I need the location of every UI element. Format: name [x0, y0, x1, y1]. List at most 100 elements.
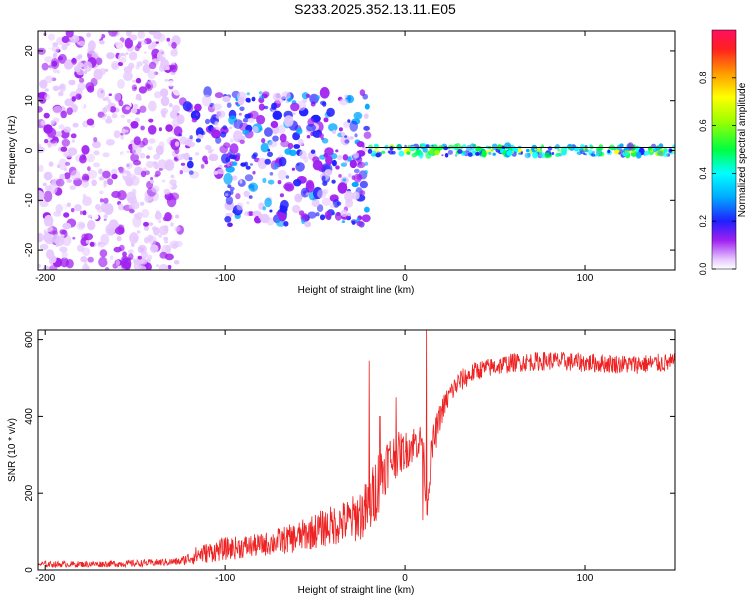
colorbar-tick-label: 0.6 — [698, 119, 708, 132]
spectrogram-cell — [120, 114, 126, 119]
spectrogram-cell — [151, 185, 160, 193]
spectrogram-cell — [108, 31, 118, 37]
spectrogram-cell — [76, 221, 86, 231]
spectrogram-cell — [60, 146, 68, 152]
spectrogram-cell — [272, 110, 283, 121]
spectrogram-cell — [205, 118, 210, 125]
spectrogram-cell — [212, 103, 222, 111]
spectrogram-cell — [214, 92, 224, 99]
spectrogram-cell — [224, 216, 232, 223]
spectrogram-cell — [169, 179, 177, 186]
spectrogram-cell — [38, 234, 43, 243]
spectrogram-cell — [79, 155, 87, 164]
spectrogram-cell — [38, 106, 43, 113]
spectrogram-cell — [131, 188, 137, 195]
spectrogram-cell — [61, 251, 68, 259]
spectrogram-cell — [194, 103, 202, 112]
spectrogram-cell — [246, 201, 250, 205]
snr-xlabel: Height of straight line (km) — [298, 585, 415, 596]
spectrogram-cell — [342, 178, 347, 182]
spectrogram-cell — [103, 214, 108, 219]
spectrogram-cell — [242, 117, 249, 123]
spectrogram-cell — [83, 61, 93, 72]
spectrogram-cell — [244, 174, 254, 182]
spectrogram-cell — [87, 40, 96, 51]
spectrogram-cell — [607, 149, 611, 154]
colorbar-tick-label: 0.8 — [698, 72, 708, 85]
spectrogram-cell — [63, 151, 67, 157]
spectrogram-cell — [244, 113, 252, 119]
spectrogram-cell — [147, 125, 157, 135]
spectrogram-cell — [186, 160, 194, 169]
spectrogram-cell — [92, 140, 101, 149]
spectrogram-cell — [269, 172, 274, 176]
spectrogram-cell — [525, 148, 530, 153]
spectrogram-cell — [95, 57, 103, 65]
spectrogram-cell — [172, 84, 182, 96]
spectrogram-cell — [364, 170, 368, 175]
spectrogram-cell — [115, 40, 124, 50]
spectrogram-cell — [148, 100, 157, 112]
spectrogram-cell — [364, 161, 369, 166]
spectrogram-cell — [48, 33, 55, 41]
spectrogram-cell — [203, 86, 212, 98]
spectrogram-cell — [160, 58, 170, 71]
spectrogram-cell — [161, 202, 167, 209]
spectrogram-cell — [547, 146, 553, 151]
spectrogram-cell — [125, 106, 131, 110]
spectrogram-cell — [363, 131, 372, 139]
spectrogram-cell — [592, 151, 595, 154]
spectrogram-cell — [120, 151, 130, 163]
spectrogram-cell — [43, 214, 54, 227]
spectrogram-cell — [50, 58, 60, 70]
spectrogram-cell — [123, 71, 133, 82]
spectrogram-cell — [78, 40, 86, 46]
spectrogram-cell — [86, 32, 91, 38]
spectrogram-cell — [135, 65, 140, 70]
spectrogram-cell — [82, 196, 92, 207]
spectrogram-cell — [555, 144, 560, 150]
spectrogram-cell — [349, 159, 357, 169]
spectrogram-cell — [54, 131, 63, 137]
spectrogram-cell — [598, 151, 605, 157]
spectrogram-cell — [299, 150, 307, 160]
spectrogram-cell — [60, 110, 67, 119]
spectrogram-cell — [155, 210, 160, 214]
spectrogram-cell — [52, 67, 58, 74]
spectrogram-cell — [651, 143, 657, 148]
spectrogram-cell — [268, 140, 278, 148]
spectrogram-cell — [94, 182, 104, 190]
spectrogram-cell — [43, 171, 53, 181]
spectrogram-cell — [103, 180, 108, 185]
spectrogram-cell — [81, 247, 91, 256]
spectrogram-cell — [52, 85, 60, 92]
spectrogram-cell — [311, 199, 320, 208]
spectrogram-cell — [164, 240, 169, 244]
spectrogram-cell — [447, 149, 453, 155]
spectrogram-cell — [48, 161, 54, 167]
spectrogram-cell — [231, 156, 237, 160]
spectrogram-cell — [179, 134, 183, 137]
spectrogram-cell — [534, 148, 537, 151]
spectrogram-cell — [113, 92, 122, 102]
spectrogram-cell — [580, 150, 585, 154]
spectrogram-cell — [619, 149, 624, 154]
spectrogram-cell — [128, 51, 138, 61]
spectrogram-cell — [153, 153, 161, 160]
spectrogram-cell — [129, 208, 135, 214]
spectrogram-cell — [104, 105, 111, 112]
spectrogram-cell — [77, 62, 84, 68]
spectrogram-cell — [174, 226, 181, 232]
spectrogram-cell — [90, 77, 98, 87]
spectrogram-cell — [111, 173, 118, 180]
spectrogram-cell — [130, 121, 139, 129]
spectrogram-cell — [70, 208, 75, 213]
spectrogram-cell — [155, 41, 159, 44]
spectrogram-cell — [117, 203, 124, 211]
spectrogram-cell — [136, 43, 142, 49]
spectrogram-cell — [126, 119, 131, 123]
spectrogram-cell — [41, 62, 49, 71]
spectrogram-cell — [342, 154, 349, 161]
spectrogram-cell — [318, 133, 324, 139]
spectrogram-cell — [154, 174, 159, 178]
